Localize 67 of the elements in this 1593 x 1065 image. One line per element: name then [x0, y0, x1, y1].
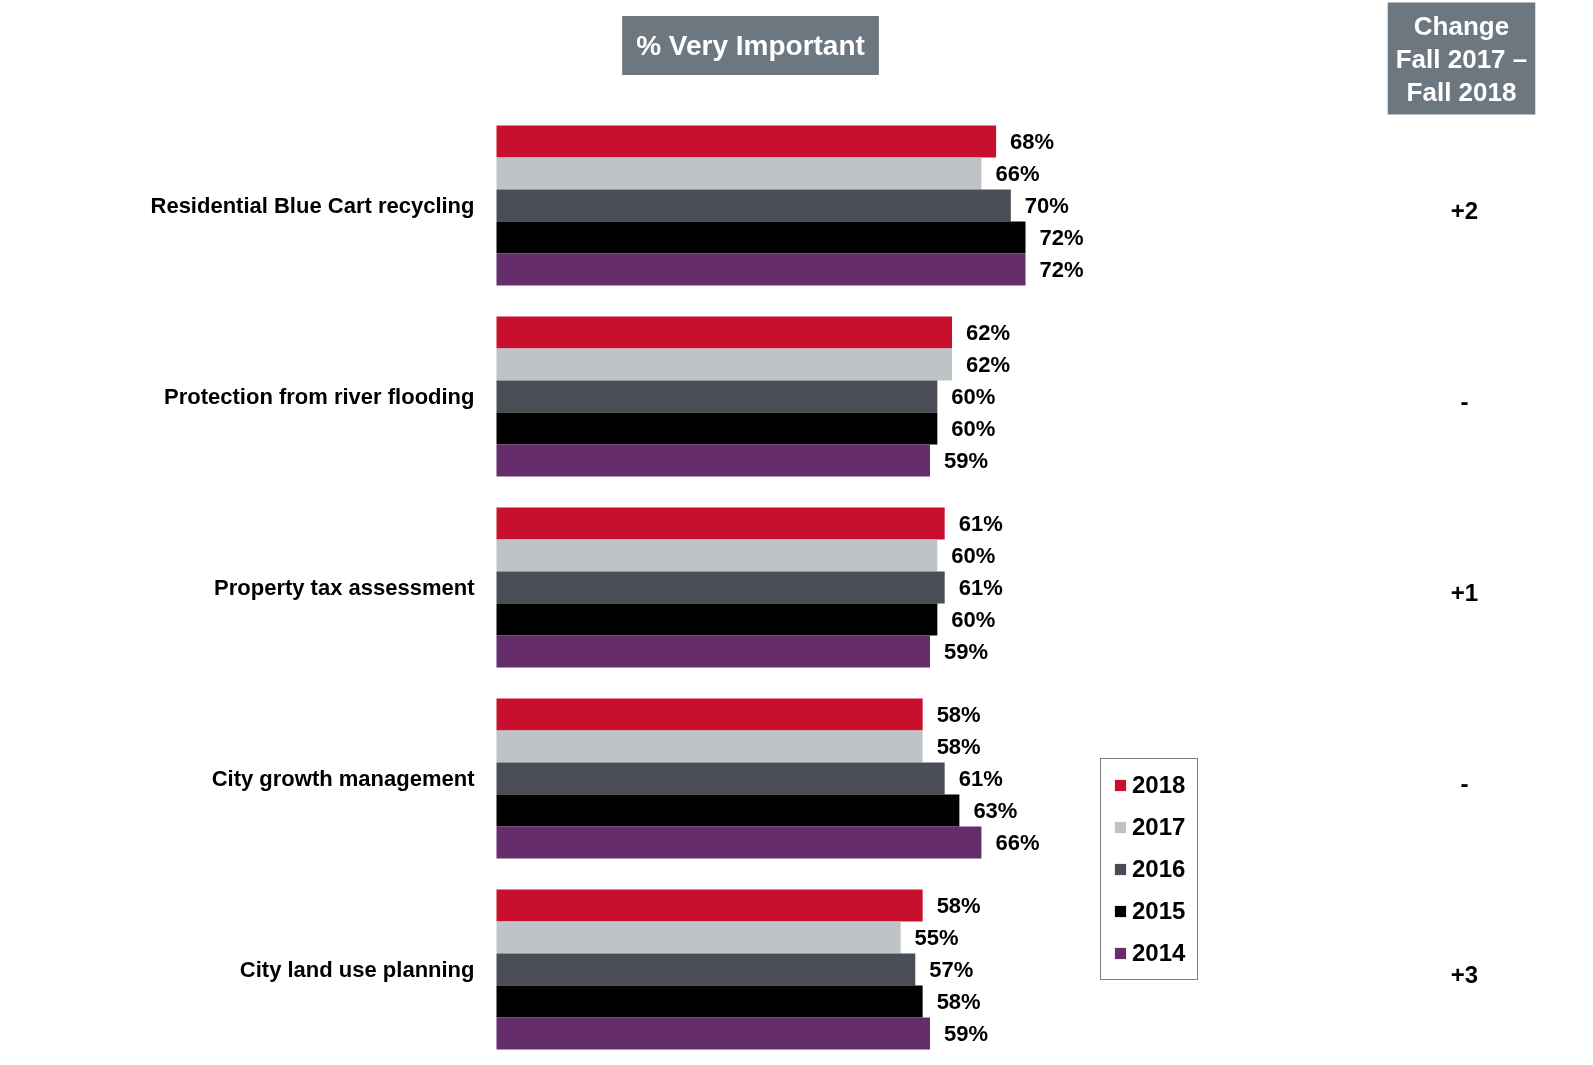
bar — [496, 380, 938, 413]
bar — [496, 539, 938, 572]
bar — [496, 316, 953, 349]
data-label: 66% — [995, 830, 1040, 855]
legend-label: 2015 — [1132, 897, 1186, 925]
legend-label: 2018 — [1132, 771, 1186, 799]
bar — [496, 1017, 930, 1050]
text: +1 — [1450, 579, 1479, 606]
data-label: 60% — [951, 543, 996, 568]
data-label: 58% — [936, 989, 981, 1014]
text: - — [1460, 388, 1469, 415]
data-label: 62% — [966, 320, 1011, 345]
bar — [496, 635, 930, 668]
data-label: 60% — [951, 384, 996, 409]
data-label: 60% — [951, 607, 996, 632]
bar — [496, 889, 923, 922]
bar — [496, 189, 1011, 222]
data-label: 59% — [943, 448, 989, 473]
text: +2 — [1450, 197, 1479, 224]
data-label: 63% — [973, 798, 1018, 823]
data-label: 70% — [1024, 193, 1069, 218]
y-tick-label: City growth management — [211, 766, 476, 791]
bar — [496, 730, 923, 763]
data-label: 58% — [936, 734, 981, 759]
data-label: 58% — [936, 893, 981, 918]
data-label: 59% — [943, 639, 989, 664]
bar — [496, 794, 960, 827]
data-label: 55% — [914, 925, 959, 950]
bar — [496, 953, 916, 986]
data-label: 66% — [995, 161, 1040, 186]
bar — [496, 507, 945, 540]
bar — [496, 253, 1026, 286]
data-label: 58% — [936, 702, 981, 727]
bar — [496, 985, 923, 1018]
data-label: 61% — [958, 766, 1003, 791]
legend-label: 2014 — [1132, 939, 1186, 967]
bar — [496, 826, 982, 859]
text: - — [1460, 770, 1469, 797]
bar — [496, 571, 945, 604]
bar — [496, 698, 923, 731]
data-label: 72% — [1039, 257, 1084, 282]
data-label: 72% — [1039, 225, 1084, 250]
y-tick-label: City land use planning — [239, 957, 475, 982]
bar — [496, 762, 945, 795]
data-label: 68% — [1010, 129, 1055, 154]
data-label: 57% — [929, 957, 974, 982]
data-label: 61% — [958, 575, 1003, 600]
data-label: 61% — [958, 511, 1003, 536]
data-label: 60% — [951, 416, 996, 441]
y-tick-label: Protection from river flooding — [164, 384, 475, 409]
bar — [496, 221, 1026, 254]
legend-label: 2017 — [1132, 813, 1186, 841]
data-label: 59% — [943, 1021, 989, 1046]
text: +3 — [1450, 961, 1479, 988]
bar — [496, 412, 938, 445]
text: Change Fall 2017 – Fall 2018 — [1395, 10, 1528, 107]
legend-label: 2016 — [1132, 855, 1186, 883]
bar — [496, 348, 953, 381]
data-label: 62% — [966, 352, 1011, 377]
bar — [496, 157, 982, 190]
bar — [496, 603, 938, 636]
y-tick-label: Property tax assessment — [214, 575, 476, 600]
y-tick-label: Residential Blue Cart recycling — [150, 193, 475, 218]
bar — [496, 125, 997, 158]
bar — [496, 921, 901, 954]
chart-title: % Very Important — [636, 30, 865, 61]
bar — [496, 444, 930, 477]
